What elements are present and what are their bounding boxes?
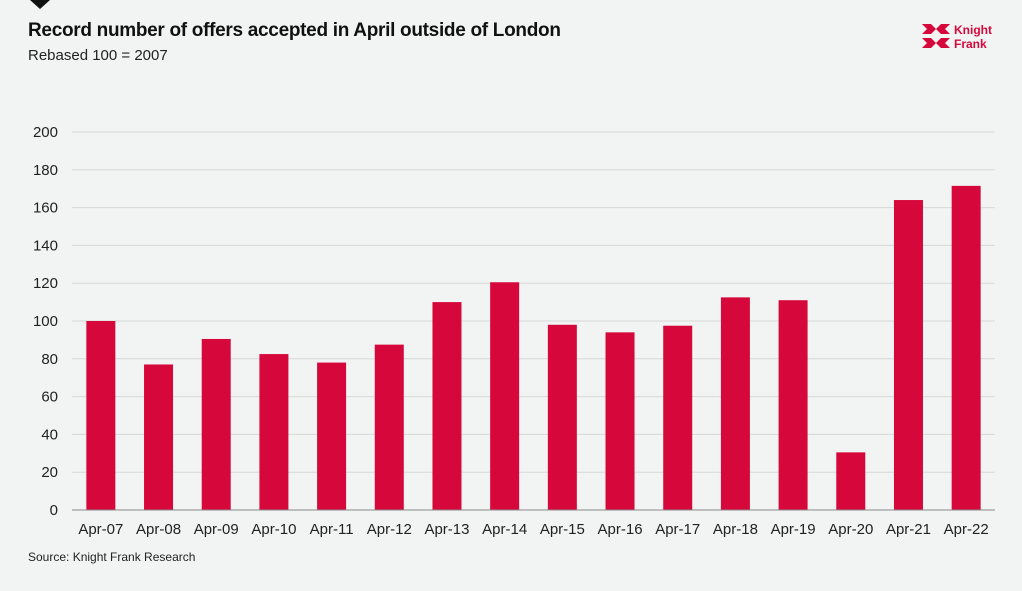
x-tick-label: Apr-10 [251,521,296,538]
corner-triangle-icon [30,0,50,9]
bar-apr-21 [893,200,923,511]
y-tick-label: 120 [33,275,58,292]
x-tick-label: Apr-14 [482,521,527,538]
x-tick-label: Apr-07 [78,521,123,538]
source-note: Source: Knight Frank Research [28,550,196,564]
bar-apr-18 [720,297,750,510]
y-tick-label: 20 [41,464,58,481]
bar-apr-07 [86,321,116,510]
y-tick-label: 0 [50,502,58,519]
chart-title: Record number of offers accepted in Apri… [28,20,561,41]
y-tick-label: 140 [33,237,58,254]
bar-apr-10 [259,354,289,510]
bar-apr-16 [605,332,635,510]
bar-apr-13 [432,302,462,510]
x-tick-label: Apr-09 [194,521,239,538]
x-tick-label: Apr-21 [886,521,931,538]
bar-apr-15 [547,324,577,510]
x-tick-label: Apr-19 [771,521,816,538]
bar-apr-09 [201,338,231,510]
x-tick-label: Apr-22 [944,521,989,538]
bar-apr-14 [490,282,520,510]
y-tick-label: 60 [41,389,58,406]
x-tick-label: Apr-12 [367,521,412,538]
bar-apr-17 [663,325,693,510]
x-tick-label: Apr-15 [540,521,585,538]
bar-apr-11 [317,362,347,510]
svg-text:Knight: Knight [954,23,992,37]
bar-apr-22 [951,185,981,511]
x-tick-label: Apr-13 [424,521,469,538]
bar-apr-12 [374,344,404,510]
chart-subtitle: Rebased 100 = 2007 [28,47,168,64]
bar-apr-20 [836,452,866,510]
x-tick-label: Apr-11 [310,521,354,538]
y-tick-label: 160 [33,200,58,217]
y-tick-label: 200 [33,124,58,141]
x-tick-label: Apr-18 [713,521,758,538]
svg-text:Frank: Frank [954,37,987,51]
x-tick-label: Apr-20 [828,521,873,538]
bar-apr-19 [778,300,808,510]
bar-apr-08 [144,364,174,510]
y-tick-label: 40 [41,426,58,443]
y-tick-label: 80 [41,351,58,368]
x-tick-label: Apr-17 [655,521,700,538]
y-tick-label: 100 [33,313,58,330]
knight-frank-logo: Knight Frank [922,22,1002,57]
x-tick-label: Apr-16 [598,521,643,538]
x-tick-label: Apr-08 [136,521,181,538]
y-tick-label: 180 [33,162,58,179]
